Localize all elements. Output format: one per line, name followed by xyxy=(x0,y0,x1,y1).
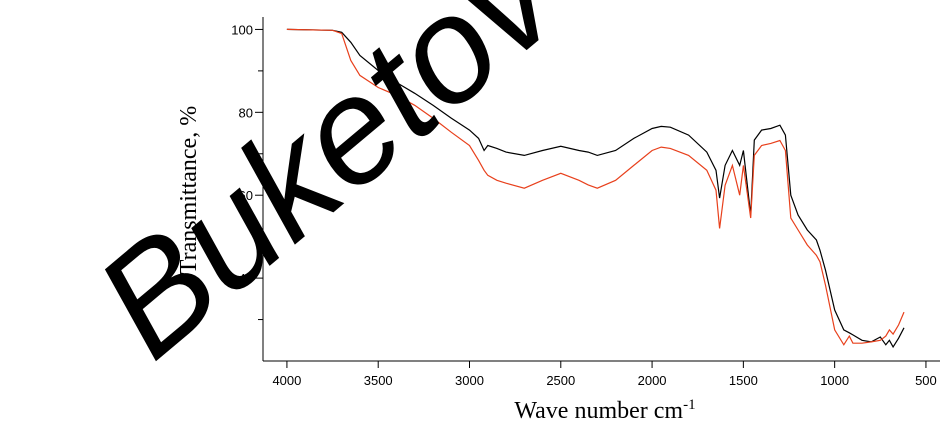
x-tick-label: 3500 xyxy=(364,373,393,388)
spectrum-line xyxy=(286,28,905,349)
x-tick-label: 1000 xyxy=(820,373,849,388)
x-tick-label: 4000 xyxy=(272,373,301,388)
x-axis-label-sup: -1 xyxy=(683,397,696,413)
x-axis-label-text: Wave number cm xyxy=(514,398,683,421)
x-tick-label: 2500 xyxy=(546,373,575,388)
y-axis-label: Transmittance, % xyxy=(176,106,202,274)
watermark: Buketov xyxy=(65,0,594,389)
x-axis-label: Wave number cm-1 xyxy=(514,397,695,421)
y-tick-label: 100 xyxy=(231,22,253,37)
y-tick-label: 40 xyxy=(239,271,253,286)
x-tick-label: 500 xyxy=(915,373,937,388)
y-tick-label: 60 xyxy=(239,188,253,203)
spectrum-line xyxy=(286,28,905,346)
x-tick-label: 3000 xyxy=(455,373,484,388)
x-tick-label: 1500 xyxy=(729,373,758,388)
x-tick-label: 2000 xyxy=(638,373,667,388)
y-tick-label: 80 xyxy=(239,105,253,120)
